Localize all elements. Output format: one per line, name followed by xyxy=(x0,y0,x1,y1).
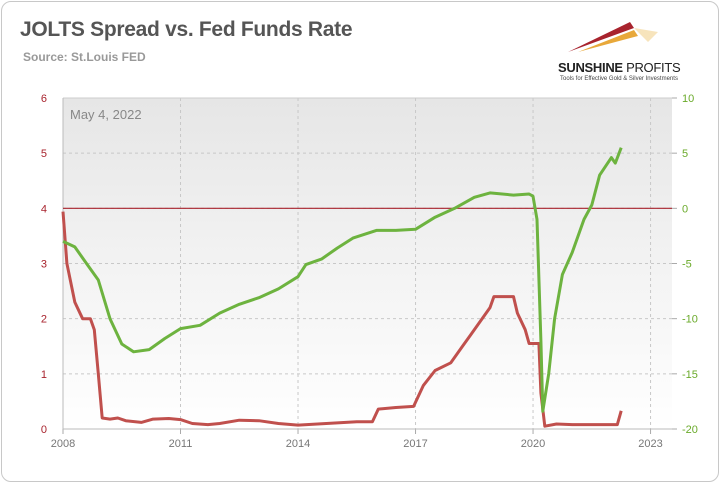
logo-swoosh-icon xyxy=(568,22,658,52)
left-axis-tick: 6 xyxy=(41,93,47,105)
left-axis-tick: 2 xyxy=(41,314,47,326)
date-annotation: May 4, 2022 xyxy=(70,107,142,122)
left-axis-tick: 5 xyxy=(41,148,47,160)
left-axis-tick: 3 xyxy=(41,259,47,271)
right-axis-tick: 10 xyxy=(682,93,694,105)
fed-funds-rate-line xyxy=(61,211,623,428)
left-axis-tick: 0 xyxy=(41,424,47,436)
left-axis-tick: 1 xyxy=(41,369,47,381)
x-axis-tick: 2023 xyxy=(638,438,662,450)
x-axis-tick: 2011 xyxy=(169,438,193,450)
right-axis-tick: 0 xyxy=(682,203,688,215)
left-axis-tick: 4 xyxy=(41,203,47,215)
x-axis-tick: 2014 xyxy=(286,438,310,450)
x-axis-tick: 2017 xyxy=(403,438,427,450)
logo-name-bold: SUNSHINE xyxy=(558,60,623,75)
right-axis-tick: -10 xyxy=(682,314,698,326)
right-axis-tick: -20 xyxy=(682,424,698,436)
right-axis-tick: 5 xyxy=(682,148,688,160)
jolts-spread-line xyxy=(62,147,623,413)
logo-name-rest: PROFITS xyxy=(622,60,681,75)
right-axis-tick: -5 xyxy=(682,259,692,271)
chart-title: JOLTS Spread vs. Fed Funds Rate xyxy=(20,18,353,41)
right-axis-tick: -15 xyxy=(682,369,698,381)
plot-area xyxy=(63,98,672,429)
chart-source: Source: St.Louis FED xyxy=(23,50,146,64)
sunshine-profits-logo: SUNSHINE PROFITS Tools for Effective Gol… xyxy=(558,20,708,100)
x-axis-tick: 2008 xyxy=(51,438,75,450)
logo-tagline: Tools for Effective Gold & Silver Invest… xyxy=(560,76,678,82)
x-axis-tick: 2020 xyxy=(521,438,545,450)
